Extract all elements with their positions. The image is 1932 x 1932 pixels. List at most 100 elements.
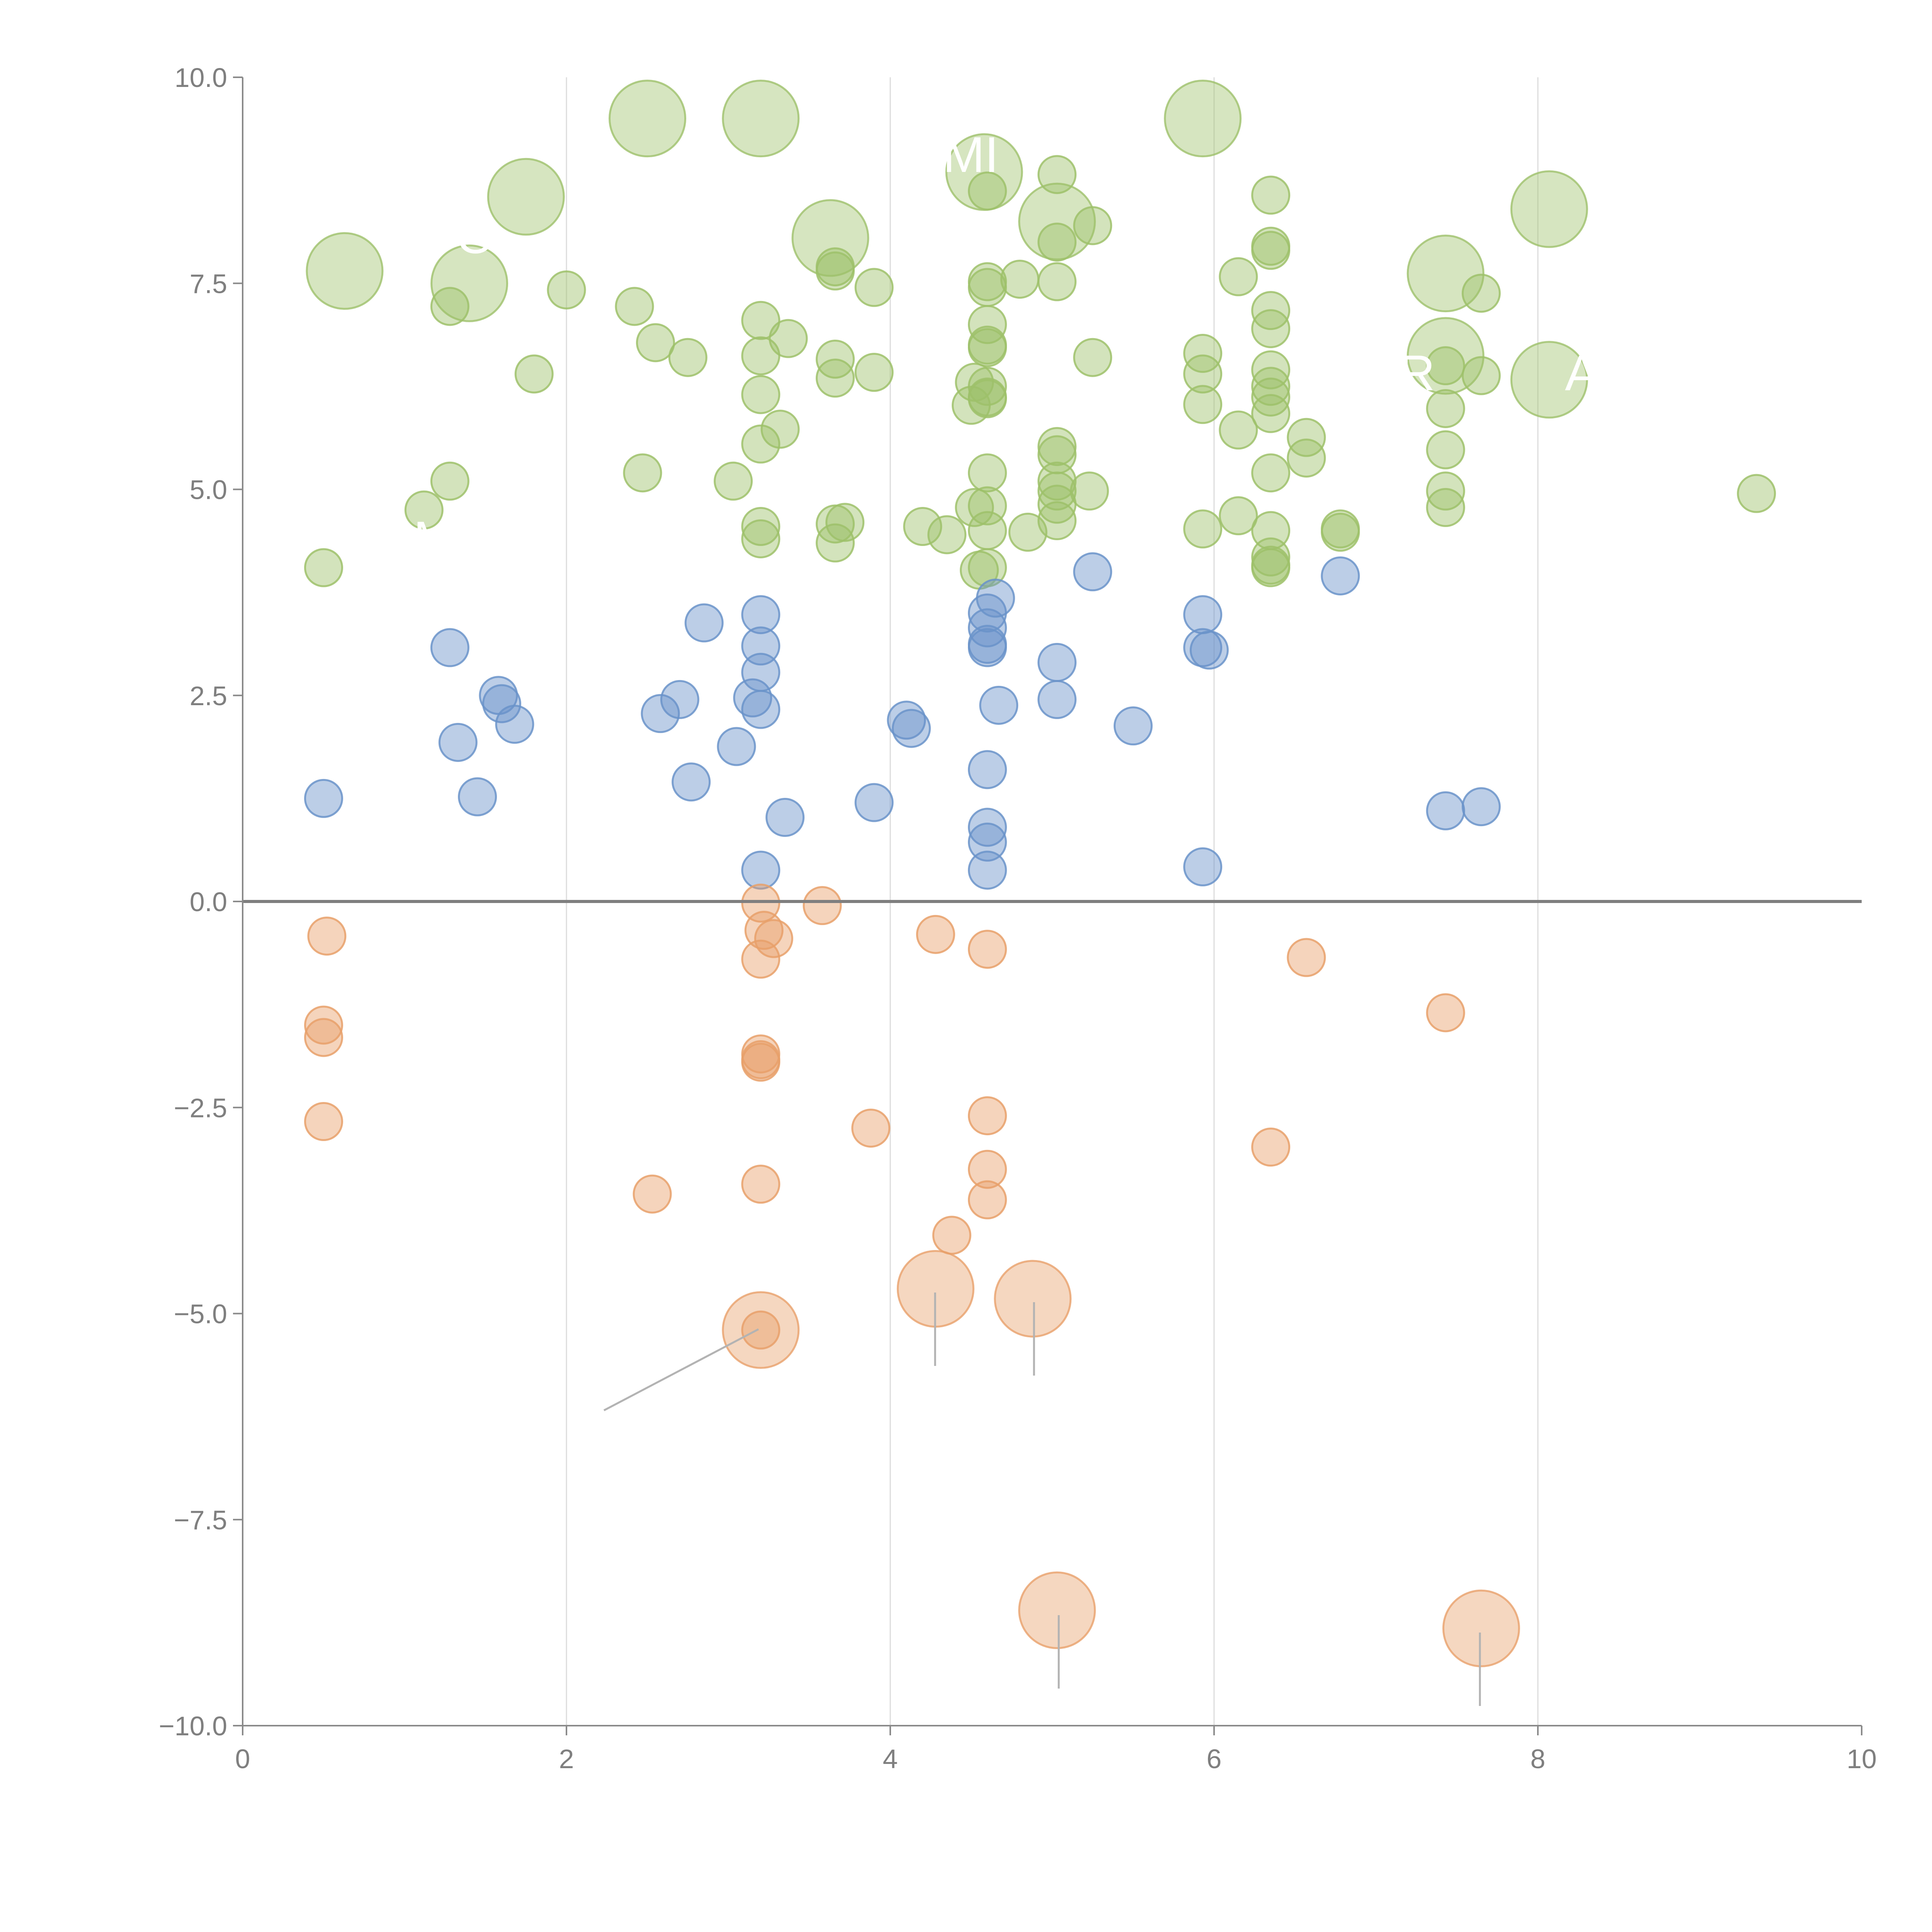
bubble-green: [816, 251, 855, 291]
bubble-green: [1251, 548, 1291, 587]
bubble-green: [1426, 389, 1465, 428]
bubble-orange: [754, 919, 793, 958]
bubble-orange: [633, 1174, 672, 1214]
bubble-large-green: [1406, 317, 1485, 395]
bubble-green: [1008, 512, 1048, 552]
annotation-fragment: R: [1399, 345, 1435, 401]
bubble-green: [1426, 346, 1465, 386]
bubble-green: [1183, 354, 1223, 394]
bubble-large-green: [791, 199, 869, 277]
bubble-blue: [968, 750, 1007, 789]
bubble-orange: [304, 1018, 343, 1057]
bubble-orange: [916, 915, 955, 954]
leader-line: [603, 1328, 759, 1412]
axes: [242, 77, 1862, 1726]
bubble-blue: [1037, 680, 1077, 719]
bubble-green: [741, 424, 781, 464]
bubble-blue: [495, 704, 534, 744]
annotation-fragment: M: [413, 511, 455, 567]
bubble-green: [547, 270, 586, 310]
bubble-orange: [968, 1180, 1007, 1219]
bubble-blue: [733, 678, 772, 718]
x-tick-label: 6: [1207, 1744, 1222, 1774]
bubble-blue: [854, 783, 894, 822]
bubble-green: [1251, 367, 1291, 406]
bubble-green: [1737, 474, 1776, 513]
bubble-green: [1037, 262, 1077, 301]
bubble-blue: [430, 628, 469, 667]
bubble-green: [968, 379, 1007, 418]
bubble-green: [854, 353, 894, 392]
bubble-green: [1073, 206, 1112, 245]
bubble-green: [430, 461, 469, 501]
bubble-large-orange: [1442, 1589, 1520, 1667]
annotation-fragment: A: [1565, 345, 1599, 401]
bubble-green: [769, 319, 808, 358]
bubble-green: [636, 323, 675, 362]
bubble-green: [1426, 471, 1465, 511]
bubble-orange: [307, 917, 347, 956]
bubble-green: [968, 305, 1007, 344]
bubble-orange: [851, 1109, 891, 1148]
bubble-green: [615, 287, 654, 326]
annotation-fragment: MI: [943, 126, 998, 183]
bubbles: [304, 80, 1776, 1667]
bubble-green: [1251, 175, 1291, 215]
bubble-blue: [482, 684, 521, 723]
bubble-orange: [803, 886, 842, 925]
x-tick-label: 10: [1847, 1744, 1877, 1774]
bubble-green: [1426, 488, 1465, 527]
bubble-orange: [304, 1102, 343, 1141]
bubble-blue: [1426, 791, 1465, 830]
bubble-green: [1037, 427, 1077, 466]
bubble-green: [1000, 260, 1039, 299]
bubble-blue: [968, 608, 1007, 648]
bubble-green: [1251, 350, 1291, 389]
bubble-large-orange: [1018, 1571, 1096, 1649]
bubble-orange: [741, 1165, 781, 1204]
bubble-green: [741, 507, 781, 546]
y-tick-label: −5.0: [174, 1299, 227, 1329]
bubble-green: [1287, 418, 1326, 457]
bubble-blue: [1321, 556, 1360, 595]
bubble-blue: [660, 680, 699, 719]
bubble-green: [968, 511, 1007, 550]
x-tick-label: 8: [1531, 1744, 1546, 1774]
bubble-blue: [979, 685, 1019, 725]
bubble-green: [968, 453, 1007, 493]
bubble-green: [404, 490, 444, 530]
bubble-green: [955, 488, 994, 527]
bubble-large-green: [1510, 170, 1588, 248]
bubble-green: [968, 367, 1007, 406]
bubble-orange: [741, 939, 781, 979]
y-tick-label: −7.5: [174, 1505, 227, 1535]
bubble-large-orange: [994, 1260, 1072, 1338]
bubble-green: [304, 548, 343, 587]
bubble-large-green: [1164, 80, 1242, 158]
bubble-large-orange: [722, 1291, 800, 1369]
bubble-green: [1251, 231, 1291, 270]
bubble-blue: [891, 709, 931, 748]
y-tick-label: −2.5: [174, 1093, 227, 1123]
bubble-green: [741, 375, 781, 414]
bubble-green: [968, 268, 1007, 307]
bubble-blue: [1183, 847, 1223, 886]
bubble-blue: [1189, 630, 1229, 670]
bubble-orange: [304, 1005, 343, 1045]
bubble-blue: [438, 723, 478, 762]
bubble-blue: [1183, 595, 1223, 634]
bubble-green: [816, 523, 855, 563]
bubble-orange: [968, 1150, 1007, 1189]
bubble-green: [1426, 430, 1465, 469]
bubble-green: [1219, 496, 1258, 536]
bubble-blue: [684, 603, 724, 643]
bubble-green: [1287, 438, 1326, 478]
tick-marks: [233, 77, 1862, 1735]
bubble-blue: [968, 808, 1007, 847]
bubble-green: [927, 515, 967, 554]
bubble-green: [1321, 512, 1360, 552]
bubble-green: [1461, 274, 1501, 313]
annotation-fragment: O: [456, 207, 495, 264]
bubble-orange: [968, 1096, 1007, 1136]
